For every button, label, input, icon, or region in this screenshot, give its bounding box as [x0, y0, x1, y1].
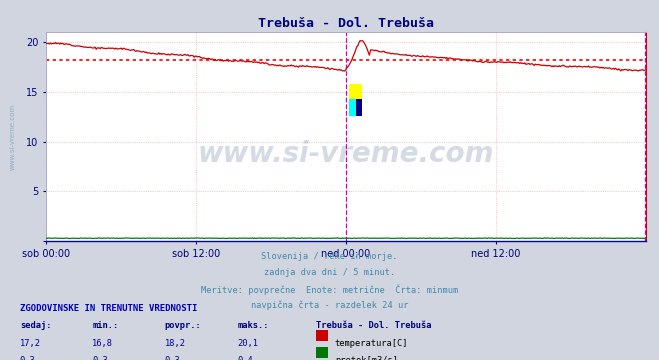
Text: www.si-vreme.com: www.si-vreme.com [10, 104, 16, 170]
Text: Meritve: povprečne  Enote: metrične  Črta: minmum: Meritve: povprečne Enote: metrične Črta:… [201, 284, 458, 295]
Text: navpična črta - razdelek 24 ur: navpična črta - razdelek 24 ur [251, 301, 408, 310]
Text: maks.:: maks.: [237, 321, 269, 330]
Bar [349, 99, 356, 116]
Text: 0,3: 0,3 [92, 356, 108, 360]
Text: 18,2: 18,2 [165, 339, 186, 348]
Text: Slovenija / reke in morje.: Slovenija / reke in morje. [261, 252, 398, 261]
Text: 20,1: 20,1 [237, 339, 258, 348]
Text: pretok[m3/s]: pretok[m3/s] [335, 356, 398, 360]
Text: temperatura[C]: temperatura[C] [335, 339, 409, 348]
Text: www.si-vreme.com: www.si-vreme.com [198, 140, 494, 167]
Bar [349, 84, 362, 99]
Text: 0,3: 0,3 [20, 356, 36, 360]
Text: 0,4: 0,4 [237, 356, 253, 360]
Text: Trebuša - Dol. Trebuša: Trebuša - Dol. Trebuša [316, 321, 432, 330]
Title: Trebuša - Dol. Trebuša: Trebuša - Dol. Trebuša [258, 17, 434, 30]
Text: min.:: min.: [92, 321, 119, 330]
Bar [356, 99, 362, 116]
Text: sedaj:: sedaj: [20, 321, 51, 330]
Text: 16,8: 16,8 [92, 339, 113, 348]
Text: ZGODOVINSKE IN TRENUTNE VREDNOSTI: ZGODOVINSKE IN TRENUTNE VREDNOSTI [20, 304, 197, 313]
Text: povpr.:: povpr.: [165, 321, 202, 330]
Text: 0,3: 0,3 [165, 356, 181, 360]
Text: zadnja dva dni / 5 minut.: zadnja dva dni / 5 minut. [264, 268, 395, 277]
Text: 17,2: 17,2 [20, 339, 41, 348]
